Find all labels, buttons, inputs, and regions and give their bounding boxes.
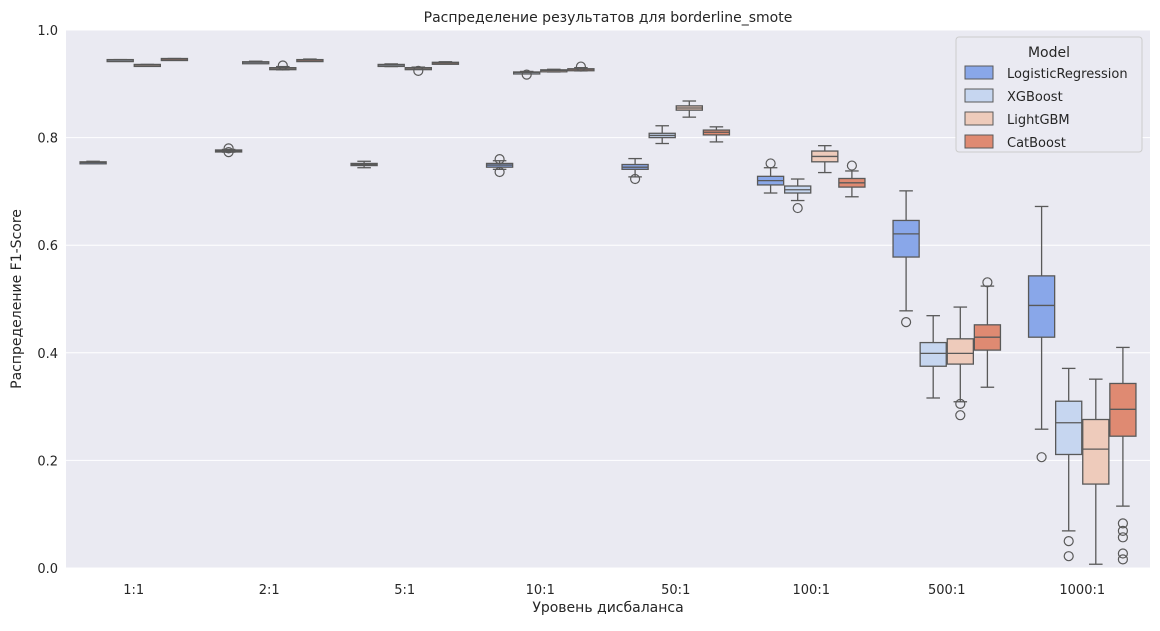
outlier-point — [277, 60, 288, 71]
x-tick-label: 5:1 — [394, 583, 415, 598]
legend-box — [955, 36, 1143, 153]
x-tick-label: 100:1 — [793, 583, 830, 598]
outlier-point — [575, 61, 587, 72]
box-LogisticRegression-100:1 — [756, 158, 785, 194]
box-iqr — [1027, 275, 1056, 338]
legend-label: LightGBM — [1007, 113, 1070, 128]
box-LightGBM-5:1 — [404, 65, 433, 76]
box-CatBoost-500:1 — [973, 277, 1002, 388]
x-tick-label: 2:1 — [259, 583, 280, 598]
outlier-point — [765, 158, 776, 169]
box-CatBoost-1:1 — [160, 57, 189, 62]
y-tick-label: 0.6 — [37, 239, 58, 254]
legend-label: XGBoost — [1007, 90, 1063, 105]
box-XGBoost-1000:1 — [1055, 367, 1083, 562]
x-tick-label: 50:1 — [661, 583, 690, 598]
y-axis-label: Распределение F1-Score — [9, 209, 25, 389]
box-CatBoost-10:1 — [567, 61, 595, 72]
box-LightGBM-1:1 — [133, 63, 162, 68]
legend-title: Model — [1028, 45, 1070, 61]
box-LogisticRegression-50:1 — [621, 157, 649, 185]
box-iqr — [946, 338, 975, 365]
x-tick-label: 500:1 — [928, 583, 965, 598]
legend-label: LogisticRegression — [1007, 67, 1128, 82]
x-tick-label: 1000:1 — [1059, 583, 1105, 598]
box-LightGBM-10:1 — [540, 68, 568, 73]
chart-title: Распределение результатов для borderline… — [424, 10, 793, 26]
box-XGBoost-100:1 — [784, 178, 812, 214]
outlier-point — [955, 398, 966, 410]
legend: Model LogisticRegression XGBoost LightGBM C… — [955, 36, 1143, 153]
box-LogisticRegression-2:1 — [214, 143, 243, 158]
legend-swatch — [964, 134, 994, 149]
outlier-point — [494, 166, 505, 178]
outlier-point — [494, 154, 505, 165]
outlier-point — [1063, 535, 1074, 547]
box-LogisticRegression-500:1 — [892, 190, 920, 328]
x-tick-label: 10:1 — [526, 583, 555, 598]
outlier-point — [1117, 518, 1129, 529]
box-CatBoost-1000:1 — [1109, 346, 1137, 565]
box-XGBoost-1:1 — [106, 58, 134, 63]
box-LogisticRegression-1:1 — [79, 160, 107, 165]
box-LightGBM-1000:1 — [1082, 378, 1110, 565]
y-tick-label: 0.2 — [37, 454, 58, 469]
y-tick-label: 0.8 — [37, 132, 58, 147]
box-LightGBM-500:1 — [946, 306, 975, 421]
outlier-point — [900, 317, 912, 328]
x-tick-label: 1:1 — [123, 583, 144, 598]
box-iqr — [1082, 418, 1110, 485]
y-tick-label: 0.4 — [37, 347, 58, 362]
box-LogisticRegression-10:1 — [485, 154, 514, 178]
outlier-point — [1117, 548, 1129, 559]
box-CatBoost-2:1 — [296, 58, 324, 63]
outlier-point — [223, 147, 234, 158]
box-LightGBM-2:1 — [269, 60, 297, 71]
outlier-point — [413, 65, 424, 76]
box-iqr — [1055, 400, 1083, 456]
outlier-point — [1117, 532, 1129, 543]
box-XGBoost-500:1 — [919, 315, 947, 399]
outlier-point — [629, 173, 641, 185]
legend-swatch — [964, 88, 994, 103]
outlier-point — [955, 410, 966, 421]
legend-label: CatBoost — [1007, 136, 1066, 151]
y-tick-label: 1.0 — [37, 24, 58, 39]
outlier-point — [982, 277, 993, 288]
box-LogisticRegression-1000:1 — [1027, 205, 1056, 463]
outlier-point — [1063, 551, 1074, 562]
outlier-point — [1117, 554, 1129, 565]
outlier-point — [792, 202, 803, 214]
box-XGBoost-50:1 — [648, 125, 676, 145]
outlier-point — [1117, 525, 1129, 536]
outlier-point — [223, 143, 234, 154]
outlier-point — [846, 160, 858, 171]
box-LightGBM-100:1 — [811, 145, 839, 174]
x-axis-label: Уровень дисбаланса — [532, 600, 683, 616]
box-iqr — [892, 219, 920, 258]
y-tick-label: 0.0 — [37, 562, 58, 577]
outlier-point — [1036, 452, 1047, 463]
box-CatBoost-50:1 — [702, 126, 731, 143]
box-iqr — [919, 341, 947, 367]
box-XGBoost-2:1 — [241, 60, 270, 65]
box-XGBoost-5:1 — [377, 63, 405, 68]
box-CatBoost-100:1 — [838, 160, 866, 198]
legend-swatch — [964, 65, 994, 80]
legend-swatch — [964, 111, 994, 126]
box-XGBoost-10:1 — [513, 69, 541, 80]
box-LogisticRegression-5:1 — [350, 160, 378, 169]
box-LightGBM-50:1 — [675, 100, 704, 118]
outlier-point — [521, 69, 532, 80]
box-CatBoost-5:1 — [431, 61, 460, 65]
